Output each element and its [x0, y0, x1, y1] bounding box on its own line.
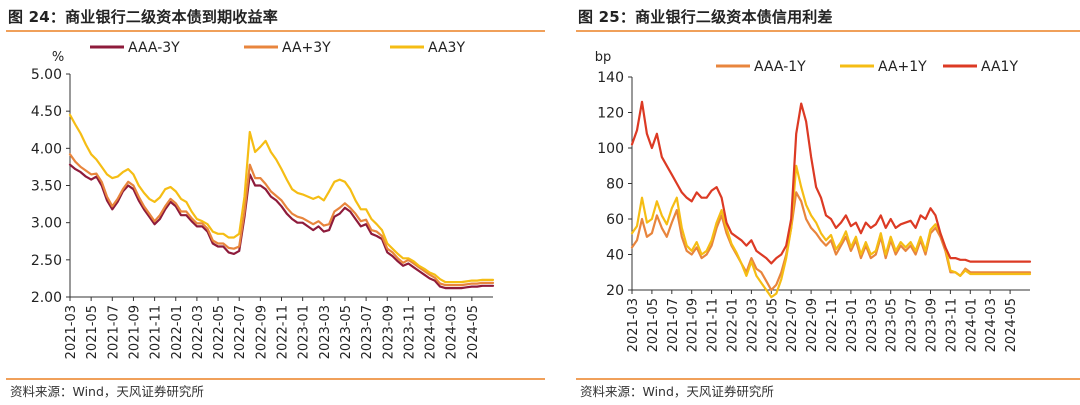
series-line-aaa-3y	[68, 163, 495, 290]
y-tick-label: 2.50	[31, 253, 62, 269]
source-note: 资料来源：Wind，天风证券研究所	[580, 384, 774, 399]
x-tick-label: 2021-07	[666, 298, 681, 352]
y-tick-label: 20	[606, 283, 624, 299]
series-line-aa-3y	[68, 153, 495, 287]
x-tick-label: 2021-09	[686, 298, 701, 352]
y-tick-label: 40	[606, 248, 624, 264]
spread-chart: 140 120 100 80 60 40 20 bp 2021-03 2021-05 2021-07…	[595, 50, 1032, 352]
series-line-aa3y	[68, 113, 495, 284]
x-tick-label: 2022-05	[765, 298, 780, 352]
y-tick-label: 100	[597, 141, 624, 157]
x-tick-label: 2022-11	[276, 305, 291, 359]
y-tick-label: 80	[606, 177, 624, 193]
y-axis-unit: bp	[595, 50, 612, 65]
x-tick-label: 2023-03	[865, 298, 880, 352]
x-tick-label: 2022-01	[170, 305, 185, 359]
x-tick-label: 2022-05	[212, 305, 227, 359]
source-note: 资料来源：Wind，天风证券研究所	[10, 384, 204, 399]
x-tick-label: 2024-01	[424, 305, 439, 359]
x-tick-label: 2024-05	[1004, 298, 1019, 352]
source-rule	[6, 378, 545, 380]
y-tick-label: 3.50	[31, 179, 62, 195]
x-tick-label: 2021-05	[85, 305, 100, 359]
x-tick-label: 2024-05	[466, 305, 481, 359]
x-tick-label: 2021-03	[64, 305, 79, 359]
x-tick-label: 2022-09	[805, 298, 820, 352]
x-tick-label: 2023-07	[905, 298, 920, 352]
x-tick-label: 2023-09	[925, 298, 940, 352]
x-tick-label: 2021-03	[626, 298, 641, 352]
series-line-aa1y	[630, 100, 1032, 265]
spread-chart-panel: 图 25：商业银行二级资本债信用利差 140 120 100 80 60 40 20 bp 20…	[570, 0, 1080, 405]
yield-chart: 5.00 4.50 4.00 3.50 3.00 2.50 2.00% 2021-03 2021…	[31, 40, 495, 359]
legend-label: AAA-3Y	[128, 40, 180, 56]
legend-label: AAA-1Y	[754, 59, 806, 75]
y-tick-label: 4.50	[31, 104, 62, 120]
x-tick-label: 2021-05	[646, 298, 661, 352]
x-tick-label: 2022-01	[726, 298, 741, 352]
x-tick-label: 2021-11	[706, 298, 721, 352]
y-tick-label: 60	[606, 212, 624, 228]
x-tick-label: 2022-07	[785, 298, 800, 352]
x-tick-label: 2023-05	[885, 298, 900, 352]
x-tick-label: 2023-01	[845, 298, 860, 352]
x-tick-label: 2023-05	[339, 305, 354, 359]
x-tick-label: 2024-03	[984, 298, 999, 352]
x-tick-label: 2023-11	[402, 305, 417, 359]
y-tick-label: 2.00	[31, 290, 62, 306]
series-line-aa-1y	[630, 164, 1032, 299]
x-tick-label: 2021-09	[127, 305, 142, 359]
x-tick-label: 2023-09	[381, 305, 396, 359]
x-tick-label: 2023-11	[944, 298, 959, 352]
chart-title: 图 25：商业银行二级资本债信用利差	[578, 8, 833, 26]
source-rule	[576, 378, 1080, 380]
x-tick-label: 2023-03	[318, 305, 333, 359]
y-axis-unit: %	[52, 50, 64, 65]
x-tick-label: 2023-01	[297, 305, 312, 359]
x-tick-label: 2024-03	[445, 305, 460, 359]
x-tick-label: 2021-11	[149, 305, 164, 359]
chart-title: 图 24：商业银行二级资本债到期收益率	[8, 8, 278, 26]
series-line-aaa-1y	[630, 191, 1032, 292]
legend-label: AA3Y	[428, 40, 465, 56]
x-tick-label: 2021-07	[106, 305, 121, 359]
legend-label: AA+3Y	[282, 40, 331, 56]
title-rule	[576, 30, 1080, 32]
y-tick-label: 3.00	[31, 216, 62, 232]
title-rule	[6, 30, 545, 32]
yield-chart-panel: 图 24：商业银行二级资本债到期收益率 5.00 4.50 4.00 3.50 3.00…	[6, 8, 545, 399]
y-tick-label: 120	[597, 106, 624, 122]
x-tick-label: 2022-03	[191, 305, 206, 359]
legend-label: AA+1Y	[878, 59, 927, 75]
x-tick-label: 2023-07	[360, 305, 375, 359]
x-tick-label: 2022-03	[745, 298, 760, 352]
y-tick-label: 5.00	[31, 67, 62, 83]
legend-label: AA1Y	[981, 59, 1018, 75]
x-tick-label: 2022-09	[254, 305, 269, 359]
x-tick-label: 2022-11	[825, 298, 840, 352]
x-tick-label: 2024-01	[964, 298, 979, 352]
y-tick-label: 140	[597, 70, 624, 86]
x-tick-label: 2022-07	[233, 305, 248, 359]
y-tick-label: 4.00	[31, 141, 62, 157]
